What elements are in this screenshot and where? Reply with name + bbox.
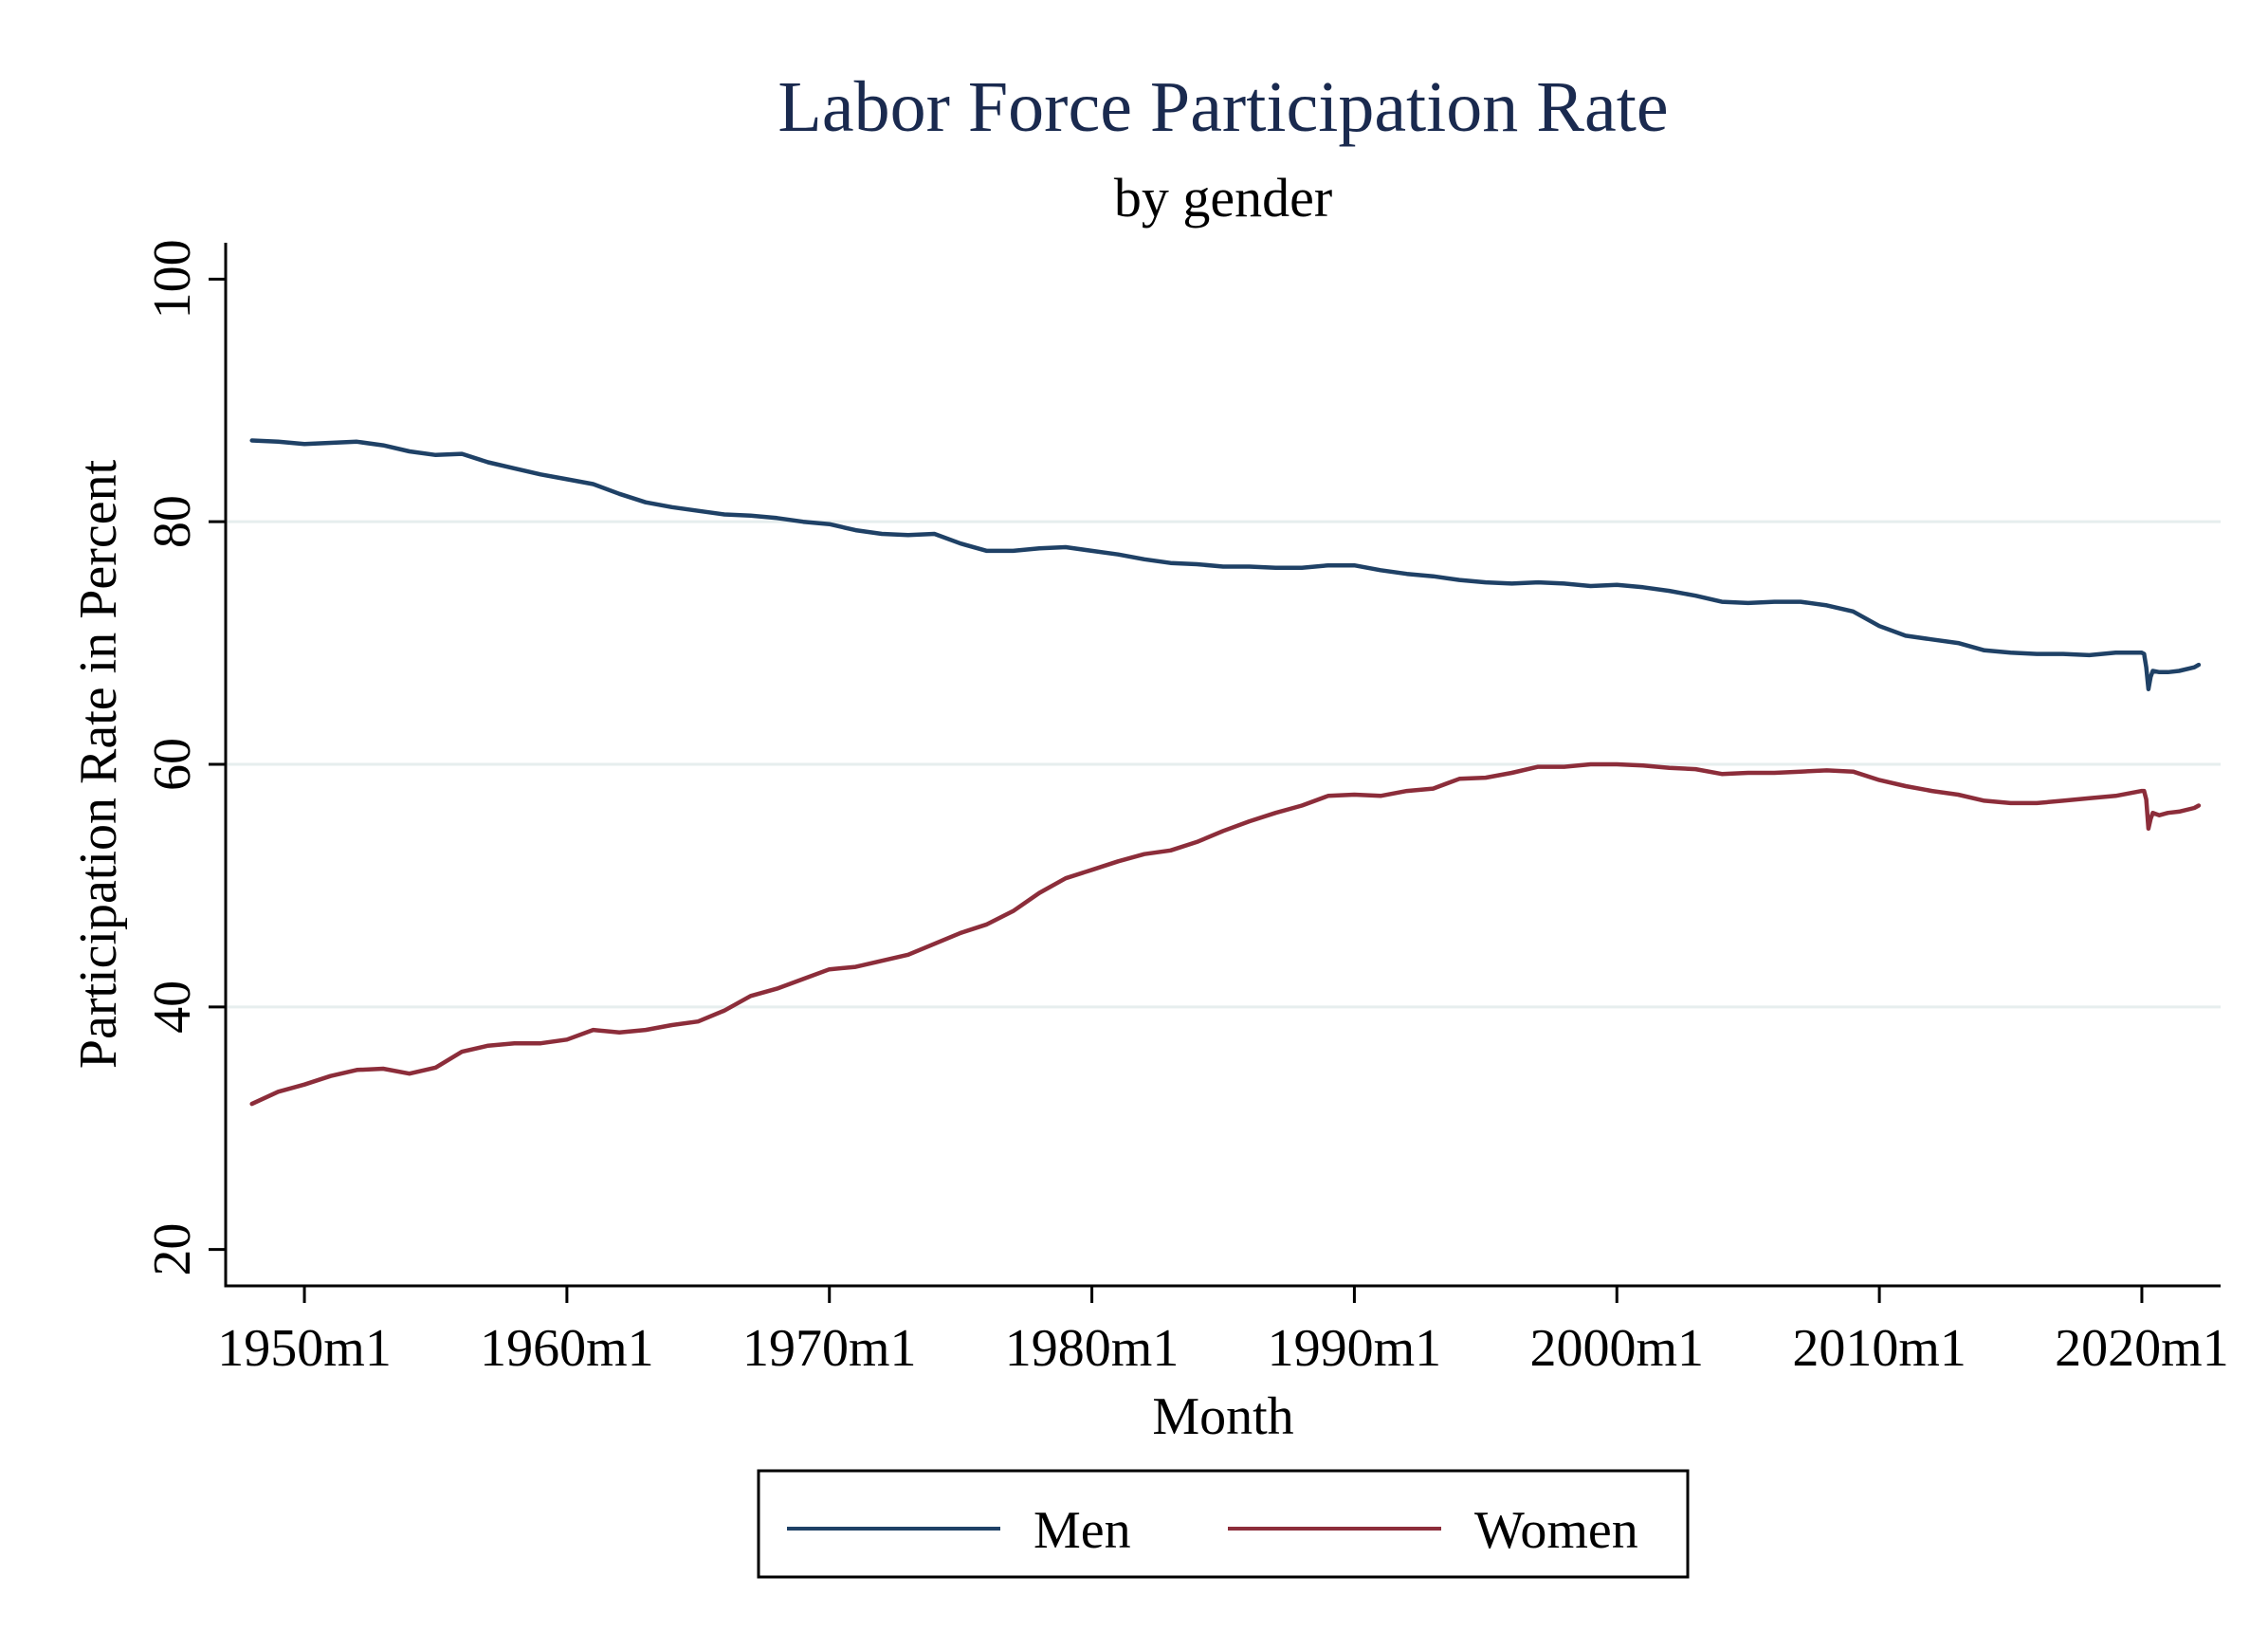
y-tick-label-20: 20 xyxy=(143,1223,202,1276)
chart-title: Labor Force Participation Rate xyxy=(777,67,1668,147)
x-tick-label-2000m1: 2000m1 xyxy=(1529,1319,1704,1378)
y-tick-label-40: 40 xyxy=(143,981,202,1034)
x-tick-label-1950m1: 1950m1 xyxy=(217,1319,392,1378)
y-tick-label-80: 80 xyxy=(143,495,202,548)
legend-label-women: Women xyxy=(1474,1501,1638,1560)
series-line-women xyxy=(249,761,2202,1107)
gridlines xyxy=(228,520,2221,1009)
chart-subtitle: by gender xyxy=(1114,167,1332,229)
x-tick-label-1990m1: 1990m1 xyxy=(1268,1319,1442,1378)
y-tick-label-100: 100 xyxy=(143,239,202,319)
x-tick-label-1980m1: 1980m1 xyxy=(1005,1319,1180,1378)
x-tick-label-2020m1: 2020m1 xyxy=(2055,1319,2229,1378)
x-tick-label-2010m1: 2010m1 xyxy=(1792,1319,1966,1378)
x-tick-label-1970m1: 1970m1 xyxy=(742,1319,917,1378)
series-line-men xyxy=(249,438,2202,691)
legend: Men Women xyxy=(757,1469,1690,1579)
legend-box xyxy=(757,1469,1690,1579)
x-axis-ticks: 1950m1 1960m1 1970m1 1980m1 1990m1 2000m1 2010… xyxy=(217,1286,2229,1378)
y-axis-label: Participation Rate in Percent xyxy=(69,459,128,1069)
x-tick-label-1960m1: 1960m1 xyxy=(480,1319,654,1378)
legend-label-men: Men xyxy=(1033,1501,1131,1560)
x-axis-label: Month xyxy=(1152,1387,1293,1446)
y-tick-label-60: 60 xyxy=(143,738,202,791)
y-axis-ticks: 20 40 60 80 100 xyxy=(143,239,226,1276)
series-layer xyxy=(249,438,2202,1107)
